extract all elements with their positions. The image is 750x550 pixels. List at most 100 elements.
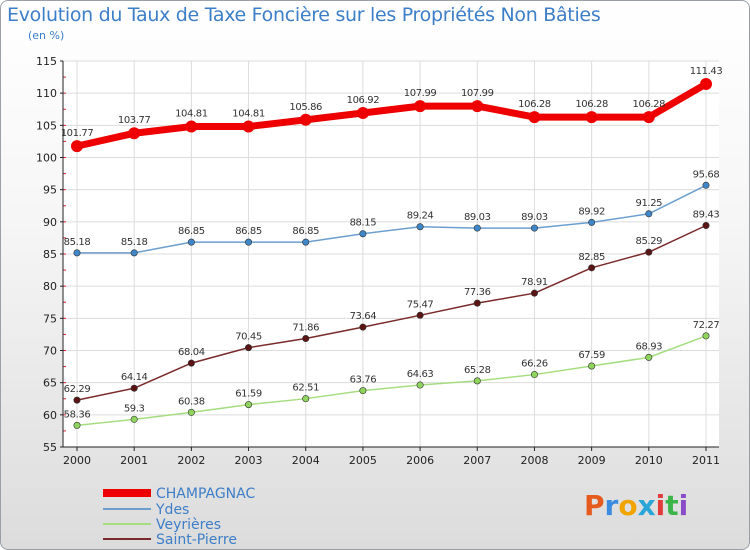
brand-letter: r — [604, 489, 619, 522]
brand-letter: o — [618, 489, 638, 522]
data-point — [187, 359, 195, 367]
data-label: 65.28 — [464, 365, 491, 376]
y-tick-label: 65 — [43, 377, 57, 390]
data-label: 105.86 — [289, 102, 322, 113]
y-tick-label: 85 — [43, 248, 57, 261]
data-label: 68.93 — [635, 341, 662, 352]
data-point — [299, 113, 312, 126]
data-point — [245, 401, 253, 409]
data-point — [416, 223, 424, 231]
data-label: 106.28 — [633, 99, 666, 110]
x-tick-label: 2011 — [692, 454, 720, 467]
x-tick-label: 2001 — [120, 454, 148, 467]
data-label: 89.03 — [464, 212, 491, 223]
y-tick-label: 80 — [43, 280, 57, 293]
data-label: 66.26 — [521, 359, 548, 370]
y-tick-label: 60 — [43, 409, 57, 422]
data-label: 101.77 — [61, 128, 94, 139]
data-label: 111.43 — [690, 66, 723, 77]
legend-label: CHAMPAGNAC — [156, 486, 255, 502]
data-label: 61.59 — [235, 389, 262, 400]
x-tick-label: 2006 — [406, 454, 434, 467]
data-point — [73, 396, 81, 404]
data-label: 62.51 — [292, 383, 319, 394]
data-point — [645, 210, 653, 218]
data-point — [702, 222, 710, 230]
y-tick-label: 110 — [36, 87, 57, 100]
data-label: 106.28 — [518, 99, 551, 110]
data-point — [530, 371, 538, 379]
data-point — [414, 100, 427, 113]
brand-letter: i — [655, 489, 666, 522]
data-point — [130, 249, 138, 257]
data-point — [585, 111, 598, 124]
data-point — [416, 311, 424, 319]
data-point — [416, 381, 424, 389]
data-point — [645, 353, 653, 361]
data-label: 107.99 — [404, 88, 437, 99]
x-tick-label: 2003 — [235, 454, 263, 467]
data-label: 95.68 — [693, 169, 720, 180]
data-point — [356, 106, 369, 119]
data-label: 85.29 — [635, 236, 662, 247]
data-label: 78.91 — [521, 277, 548, 288]
brand-letter: P — [584, 489, 605, 522]
y-tick-label: 115 — [36, 55, 57, 68]
series-layer — [71, 77, 712, 429]
data-label: 89.92 — [578, 206, 605, 217]
data-point — [471, 100, 484, 113]
y-tick-label: 100 — [36, 152, 57, 165]
legend-label: Ydes — [155, 502, 189, 518]
data-point — [530, 224, 538, 232]
data-label: 72.27 — [693, 320, 720, 331]
data-point — [71, 140, 83, 153]
data-label: 59.3 — [124, 403, 145, 414]
data-point — [187, 238, 195, 246]
chart-title: Evolution du Taux de Taxe Foncière sur l… — [7, 4, 601, 26]
data-label: 60.38 — [178, 396, 205, 407]
data-point — [73, 249, 81, 257]
data-label: 62.29 — [64, 384, 91, 395]
data-label: 85.18 — [121, 237, 148, 248]
data-point — [302, 395, 310, 403]
series-line-ydes — [77, 184, 707, 254]
data-label: 107.99 — [461, 88, 494, 99]
data-label: 73.64 — [350, 311, 377, 322]
x-tick-label: 2008 — [520, 454, 548, 467]
data-label: 68.04 — [178, 347, 205, 358]
data-label: 103.77 — [118, 115, 151, 126]
data-label: 106.92 — [347, 95, 380, 106]
data-point — [642, 111, 655, 124]
data-point — [187, 408, 195, 416]
y-tick-label: 105 — [36, 119, 57, 132]
data-point — [700, 77, 712, 90]
data-point — [702, 181, 710, 189]
data-point — [588, 218, 596, 226]
data-point — [528, 111, 541, 124]
brand-letter: x — [637, 489, 656, 522]
y-tick-label: 90 — [43, 216, 57, 229]
data-point — [130, 415, 138, 423]
x-tick-label: 2000 — [63, 454, 91, 467]
data-point — [702, 332, 710, 340]
x-tick-label: 2007 — [463, 454, 491, 467]
data-label: 77.36 — [464, 287, 491, 298]
data-point — [302, 238, 310, 246]
data-point — [588, 362, 596, 370]
grid — [63, 60, 719, 448]
data-labels: 101.77 103.77 104.81 104.81 105.86 106.92 107.… — [61, 66, 723, 420]
data-point — [359, 387, 367, 395]
data-label: 85.18 — [64, 237, 91, 248]
brand-letter: t — [665, 489, 679, 522]
data-label: 64.14 — [121, 372, 148, 383]
data-label: 86.85 — [235, 226, 262, 237]
data-point — [359, 323, 367, 331]
data-point — [245, 238, 253, 246]
data-label: 89.43 — [693, 210, 720, 221]
unit-label: (en %) — [28, 29, 65, 42]
data-label: 106.28 — [575, 99, 608, 110]
data-point — [302, 335, 310, 343]
data-point — [245, 344, 253, 352]
